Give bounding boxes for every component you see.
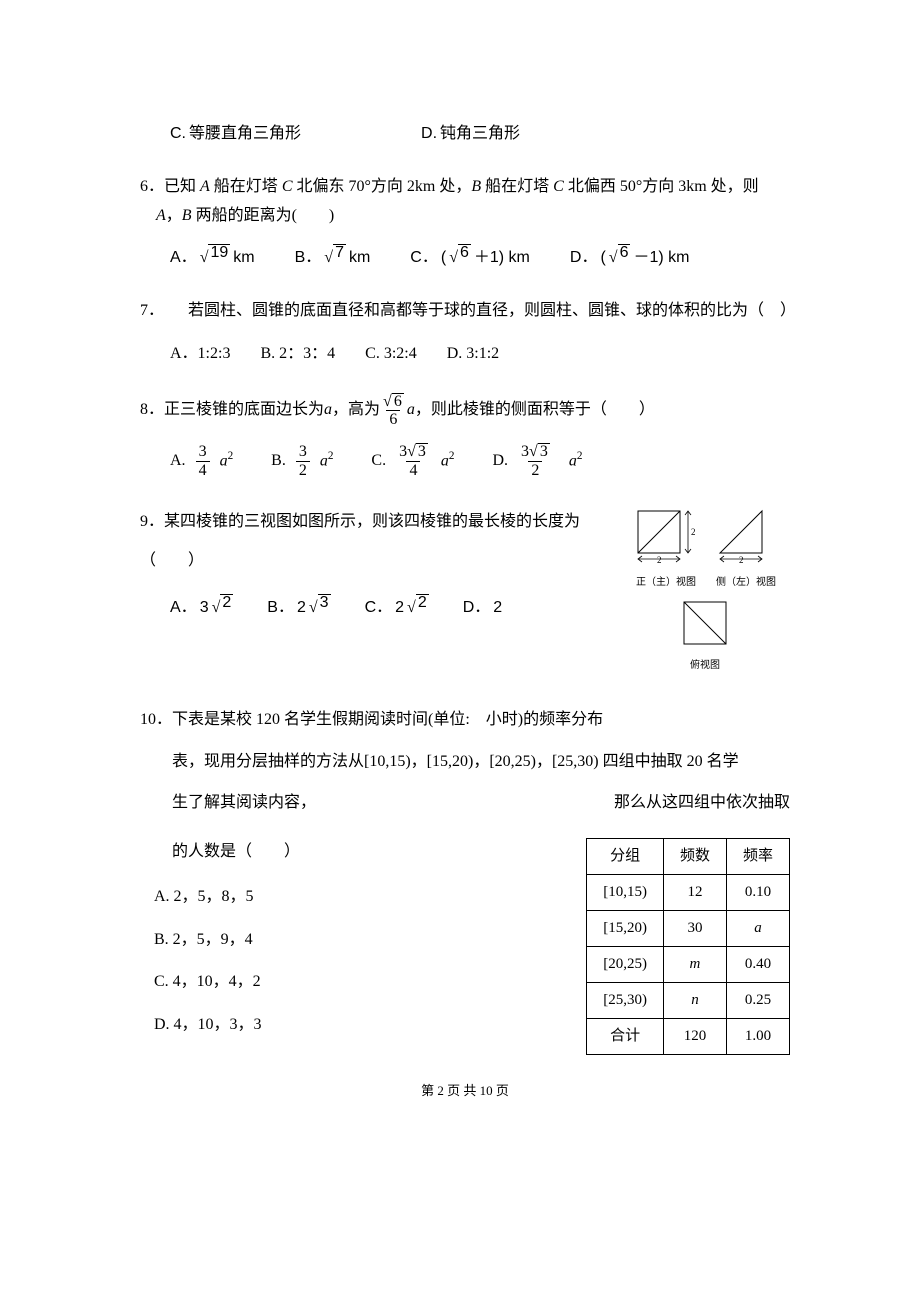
q8-opt-a: A. 34 a2	[170, 443, 233, 479]
front-view: 2 2 正（主）视图	[630, 503, 702, 592]
question-7: 7． 若圆柱、圆锥的底面直径和高都等于球的直径，则圆柱、圆锥、球的体积的比为（ …	[140, 297, 790, 369]
q9-options: A．3√2 B．2√3 C．2√2 D．2	[140, 594, 608, 623]
sqrt-icon: √7	[324, 244, 346, 273]
sqrt-icon: √2	[212, 594, 234, 623]
question-10: 10．下表是某校 120 名学生假期阅读时间(单位: 小时)的频率分布 表，现用…	[140, 699, 790, 1055]
q9-opt-c: C．2√2	[365, 594, 429, 623]
sqrt-icon: √6	[449, 244, 471, 273]
fraction: √6 6	[380, 393, 407, 429]
q6-stem: 6．已知 A 船在灯塔 C 北偏东 70°方向 2km 处，B 船在灯塔 C 北…	[140, 173, 790, 231]
q6-opt-a: A． √19 km	[170, 244, 255, 273]
q8-opt-b: B. 32 a2	[271, 443, 333, 479]
q6-options: A． √19 km B． √7 km C． (√6＋1) km D． (√6－1…	[140, 244, 790, 273]
question-9: 9．某四棱锥的三视图如图所示，则该四棱锥的最长棱的长度为 （ ） A．3√2 B…	[140, 503, 790, 675]
q10-opt-b: B. 2，5，9，4	[154, 926, 566, 955]
q7-options: A．1:2:3 B. 2：3：4 C. 3:2:4 D. 3:1:2	[140, 340, 790, 369]
frequency-table: 分组 频数 频率 [10,15)120.10 [15,20)30a [20,25…	[586, 838, 790, 1055]
q5-opt-c: C.等腰直角三角形	[170, 120, 301, 149]
q7-stem: 7． 若圆柱、圆锥的底面直径和高都等于球的直径，则圆柱、圆锥、球的体积的比为（ …	[140, 297, 790, 326]
q9-stem: 9．某四棱锥的三视图如图所示，则该四棱锥的最长棱的长度为 （ ）	[140, 503, 608, 580]
table-row: [15,20)30a	[587, 910, 790, 946]
table-row: [20,25)m0.40	[587, 946, 790, 982]
table-row: [25,30)n0.25	[587, 982, 790, 1018]
sqrt-icon: √3	[529, 443, 550, 461]
q10-options: A. 2，5，8，5 B. 2，5，9，4 C. 4，10，4，2 D. 4，1…	[140, 883, 566, 1040]
q9-opt-a: A．3√2	[170, 594, 233, 623]
q8-stem: 8．正三棱锥的底面边长为a ，高为 √6 6 a ，则此棱锥的侧面积等于（ ）	[140, 393, 790, 429]
sqrt-icon: √3	[407, 443, 428, 461]
top-view-svg	[676, 596, 734, 648]
q7-opt-a: A．1:2:3	[170, 340, 230, 369]
page-footer: 第 2 页 共 10 页	[140, 1079, 790, 1102]
dim-h: 2	[691, 527, 696, 537]
front-view-svg: 2 2	[630, 503, 702, 565]
side-view: 2 侧（左）视图	[712, 503, 780, 592]
table-row: 合计1201.00	[587, 1018, 790, 1054]
q6-opt-b: B． √7 km	[295, 244, 371, 273]
sqrt-icon: √3	[309, 594, 331, 623]
side-view-svg: 2	[712, 503, 780, 565]
sqrt-icon: √19	[200, 244, 231, 273]
q8-opt-d: D. 3√32 a2	[492, 443, 582, 479]
q5-opt-d: D.钝角三角形	[421, 120, 520, 149]
table-row: [10,15)120.10	[587, 874, 790, 910]
q8-opt-c: C. 3√34 a2	[371, 443, 454, 479]
q10-stem: 10．下表是某校 120 名学生假期阅读时间(单位: 小时)的频率分布 表，现用…	[140, 699, 790, 824]
dim-w: 2	[657, 555, 662, 565]
q7-opt-b: B. 2：3：4	[260, 340, 335, 369]
sqrt-icon: √2	[407, 594, 429, 623]
question-5-tail: C.等腰直角三角形 D.钝角三角形	[140, 120, 790, 149]
q10-opt-d: D. 4，10，3，3	[154, 1011, 566, 1040]
q5-options: C.等腰直角三角形 D.钝角三角形	[140, 120, 790, 149]
top-view: 俯视图	[676, 596, 734, 675]
q7-opt-d: D. 3:1:2	[447, 340, 499, 369]
sqrt-icon: √6	[383, 393, 404, 411]
q8-options: A. 34 a2 B. 32 a2 C. 3√34 a2 D. 3√32 a2	[140, 443, 790, 479]
q7-opt-c: C. 3:2:4	[365, 340, 417, 369]
q10-opt-c: C. 4，10，4，2	[154, 968, 566, 997]
q10-opt-a: A. 2，5，8，5	[154, 883, 566, 912]
sqrt-icon: √6	[609, 244, 631, 273]
q6-opt-c: C． (√6＋1) km	[410, 244, 530, 273]
question-6: 6．已知 A 船在灯塔 C 北偏东 70°方向 2km 处，B 船在灯塔 C 北…	[140, 173, 790, 273]
q9-opt-b: B．2√3	[267, 594, 330, 623]
question-8: 8．正三棱锥的底面边长为a ，高为 √6 6 a ，则此棱锥的侧面积等于（ ） …	[140, 393, 790, 479]
table-header: 分组 频数 频率	[587, 838, 790, 874]
q9-figure: 2 2 正（主）视图 2	[620, 503, 790, 675]
q9-opt-d: D．2	[463, 594, 502, 623]
q6-opt-d: D． (√6－1) km	[570, 244, 690, 273]
dim-w: 2	[739, 555, 744, 565]
